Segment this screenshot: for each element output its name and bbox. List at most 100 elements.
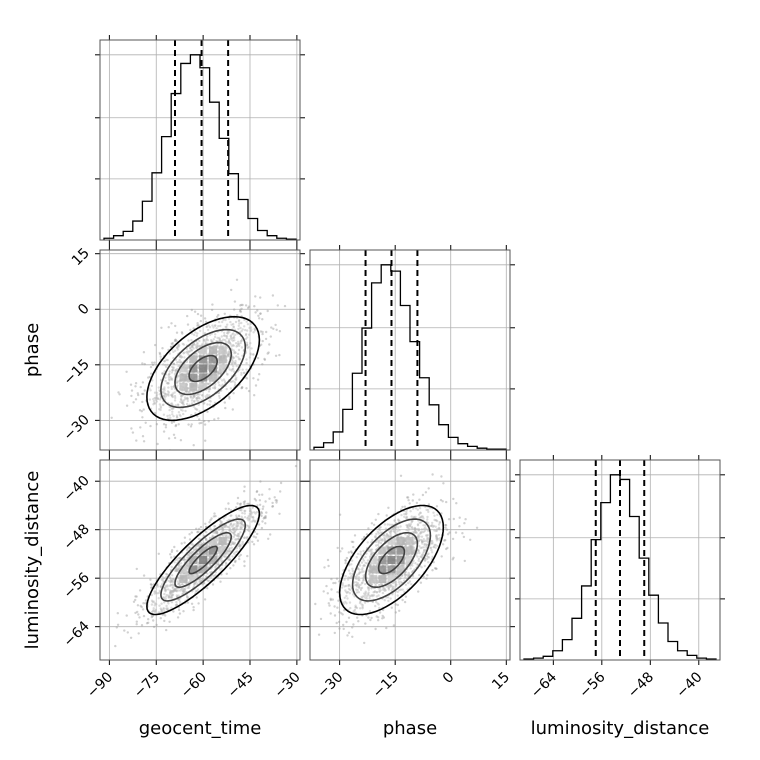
sample-point [164, 597, 167, 601]
sample-point [353, 534, 357, 537]
sample-point [435, 536, 438, 539]
sample-point [198, 410, 201, 413]
sample-point [183, 541, 186, 544]
sample-point [221, 528, 224, 531]
sample-point [269, 533, 272, 536]
sample-point [329, 597, 332, 600]
sample-point [177, 564, 180, 567]
sample-point [219, 580, 222, 583]
sample-point [179, 400, 182, 404]
sample-point [391, 563, 394, 566]
sample-point [222, 526, 225, 529]
sample-point [167, 579, 171, 583]
sample-point [176, 384, 179, 387]
sample-point [175, 590, 179, 593]
sample-point [196, 345, 200, 348]
sample-point [228, 338, 231, 341]
sample-point [190, 399, 194, 402]
sample-point [350, 540, 354, 543]
sample-point [361, 607, 364, 610]
sample-point [177, 594, 180, 597]
sample-point [423, 548, 426, 552]
sample-point [193, 399, 196, 403]
sample-point [167, 376, 170, 379]
sample-point [279, 481, 283, 485]
sample-point [270, 326, 273, 329]
sample-point [435, 535, 438, 538]
sample-point [235, 278, 239, 281]
sample-point [333, 631, 336, 635]
sample-point [227, 350, 231, 353]
sample-point [378, 529, 381, 532]
sample-point [374, 600, 378, 604]
sample-point [170, 579, 173, 582]
sample-point [344, 561, 347, 565]
sample-point [169, 345, 173, 348]
sample-point [228, 355, 231, 358]
sample-point [406, 524, 410, 527]
sample-point [348, 583, 351, 587]
sample-point [357, 620, 360, 623]
sample-point [374, 604, 377, 608]
sample-point [268, 488, 271, 491]
sample-point [247, 514, 250, 518]
sample-point [414, 562, 417, 565]
sample-point [246, 346, 249, 350]
sample-point [435, 535, 438, 538]
sample-point [407, 533, 410, 537]
sample-point [243, 502, 246, 506]
sample-point [231, 367, 235, 371]
sample-point [240, 303, 243, 307]
density-cell [179, 565, 188, 574]
sample-point [231, 355, 235, 359]
sample-point [230, 338, 233, 341]
density-cell [199, 565, 208, 574]
sample-point [339, 550, 342, 553]
sample-point [326, 558, 330, 562]
sample-point [370, 548, 374, 551]
sample-point [387, 534, 390, 538]
sample-point [116, 612, 120, 615]
sample-point [173, 391, 176, 394]
sample-point [235, 525, 238, 528]
sample-point [237, 348, 241, 352]
sample-point [227, 558, 230, 561]
sample-point [232, 531, 235, 535]
sample-point [377, 603, 380, 606]
sample-point [153, 402, 157, 405]
sample-point [454, 531, 458, 534]
sample-point [170, 550, 173, 554]
sample-point [345, 602, 348, 605]
sample-point [407, 581, 410, 585]
sample-point [235, 524, 238, 528]
scatter-content [114, 464, 298, 648]
sample-point [232, 365, 235, 368]
sample-point [264, 516, 267, 520]
sample-point [360, 570, 363, 574]
sample-point [361, 605, 364, 609]
sample-point [141, 435, 145, 438]
sample-point [240, 373, 243, 376]
sample-point [166, 382, 169, 385]
sample-point [399, 474, 403, 477]
sample-point [196, 343, 199, 346]
sample-point [404, 595, 408, 598]
sample-point [175, 339, 178, 343]
sample-point [142, 602, 145, 605]
sample-point [218, 528, 221, 531]
density-cell [396, 536, 405, 545]
sample-point [161, 575, 164, 579]
sample-point [237, 342, 241, 346]
sample-point [207, 554, 210, 558]
sample-point [169, 591, 172, 595]
contour-line [146, 315, 261, 422]
sample-point [229, 334, 232, 337]
contour-fill [146, 505, 260, 615]
sample-point [374, 627, 377, 631]
sample-point [356, 581, 359, 585]
sample-point [175, 416, 179, 419]
sample-point [165, 604, 168, 608]
panel-frame [99, 459, 301, 661]
sample-point [243, 536, 246, 539]
sample-point [162, 394, 166, 398]
